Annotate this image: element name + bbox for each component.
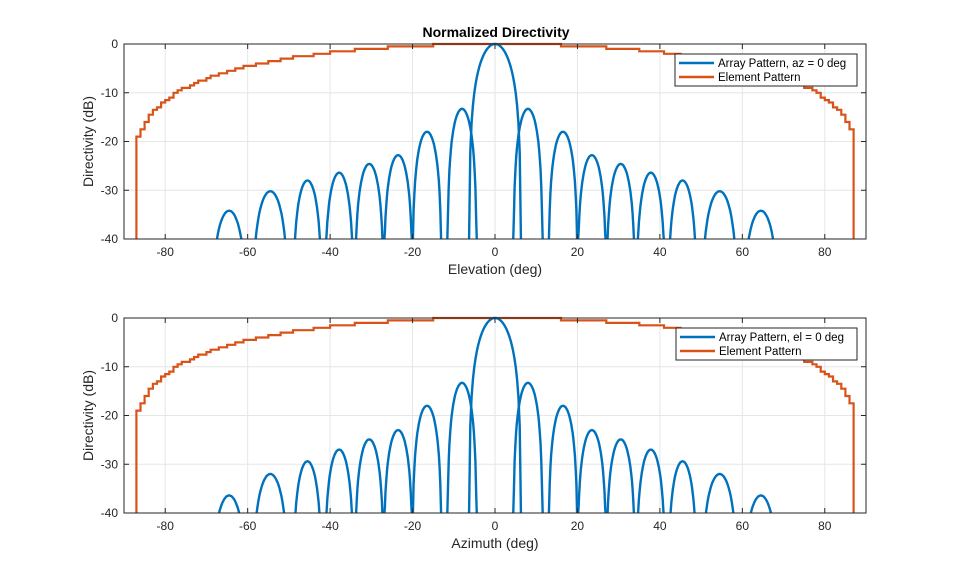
y-tick-label: -30 [101, 183, 119, 197]
y-tick-label: -30 [101, 457, 119, 471]
y-tick-label: 0 [111, 311, 118, 325]
array-pattern-lobe [512, 107, 544, 239]
legend-entry: Element Pattern [718, 72, 800, 84]
x-tick-label: 0 [492, 245, 499, 259]
y-tick-label: -40 [101, 506, 119, 520]
array-pattern-lobe [354, 438, 384, 513]
legend-box [675, 327, 858, 361]
array-pattern-lobe [606, 162, 636, 239]
x-tick-label: 80 [818, 519, 832, 533]
array-pattern-lobe [576, 428, 607, 513]
array-pattern-lobe [636, 448, 665, 513]
x-tick-label: -60 [239, 245, 257, 259]
legend-entry: Array Pattern, el = 0 deg [719, 332, 844, 344]
array-pattern-lobe [294, 460, 321, 513]
legend-box [674, 53, 858, 87]
array-pattern-lobe [749, 494, 773, 513]
array-pattern-lobe [383, 153, 414, 239]
array-pattern-lobe [547, 130, 579, 239]
y-tick-label: -20 [101, 135, 119, 149]
array-pattern-lobe [293, 179, 322, 239]
array-pattern-lobe [215, 209, 243, 239]
y-tick-label: 0 [111, 37, 118, 51]
legend: Array Pattern, el = 0 deg Element Pattern [675, 327, 858, 361]
x-tick-label: 40 [653, 245, 667, 259]
array-pattern-lobe [669, 460, 696, 513]
x-tick-label: 20 [571, 519, 585, 533]
legend: Array Pattern, az = 0 deg Element Pattern [674, 53, 858, 87]
x-tick-label: 40 [653, 519, 667, 533]
array-pattern-lobe [703, 189, 736, 239]
x-axis-label: Azimuth (deg) [451, 535, 538, 551]
y-tick-label: -20 [101, 409, 119, 423]
y-tick-label: -10 [101, 86, 119, 100]
array-pattern-lobe [636, 171, 665, 239]
x-tick-label: -20 [404, 519, 422, 533]
array-pattern-lobe [255, 472, 286, 513]
x-tick-label: -60 [239, 519, 257, 533]
array-pattern-lobe [217, 494, 241, 513]
array-pattern-lobe [411, 130, 443, 239]
x-tick-label: 80 [818, 245, 832, 259]
x-tick-label: -40 [321, 245, 339, 259]
array-pattern-lobe [354, 162, 384, 239]
figure-title: Normalized Directivity [422, 24, 569, 40]
legend-entry: Element Pattern [719, 346, 801, 358]
array-pattern-lobe [383, 428, 414, 513]
x-tick-label: 60 [736, 245, 750, 259]
x-tick-label: 0 [492, 519, 499, 533]
subplot-azimuth: -80 -60 -40 -20 0 20 40 60 80 0 -10 -20 -30 -40 Azimut… [80, 311, 867, 551]
array-pattern-lobe [254, 189, 287, 239]
y-tick-label: -40 [101, 232, 119, 246]
x-axis-label: Elevation (deg) [448, 261, 542, 277]
x-tick-label: -40 [321, 519, 339, 533]
x-tick-label: 60 [736, 519, 750, 533]
array-pattern-lobe [325, 448, 354, 513]
subplot-elevation: -80 -60 -40 -20 0 20 40 60 80 0 -10 -20 -30 -40 Elevat… [80, 37, 867, 277]
array-pattern-lobe [325, 171, 354, 239]
array-pattern-lobe [704, 472, 735, 513]
y-axis-label: Directivity (dB) [80, 370, 96, 461]
array-pattern-lobe [668, 179, 697, 239]
array-pattern-lobe [512, 381, 544, 513]
array-pattern-lobe [576, 153, 607, 239]
array-pattern-lobe [606, 438, 636, 513]
y-axis-label: Directivity (dB) [80, 96, 96, 187]
x-tick-label: -80 [157, 519, 175, 533]
x-tick-label: -80 [157, 245, 175, 259]
array-pattern-lobe [547, 404, 579, 513]
y-tick-label: -10 [101, 360, 119, 374]
array-pattern-lobe [747, 209, 775, 239]
x-tick-label: -20 [404, 245, 422, 259]
x-tick-label: 20 [571, 245, 585, 259]
legend-entry: Array Pattern, az = 0 deg [718, 58, 846, 70]
array-pattern-lobe [411, 404, 443, 513]
